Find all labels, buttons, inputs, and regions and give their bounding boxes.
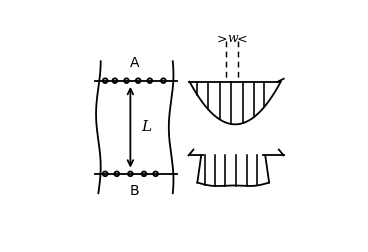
Text: w: w [227,33,238,45]
Text: B: B [130,184,139,198]
Text: >: > [217,33,227,45]
Text: L: L [141,120,151,134]
Text: A: A [130,56,139,70]
Text: <: < [237,33,248,45]
